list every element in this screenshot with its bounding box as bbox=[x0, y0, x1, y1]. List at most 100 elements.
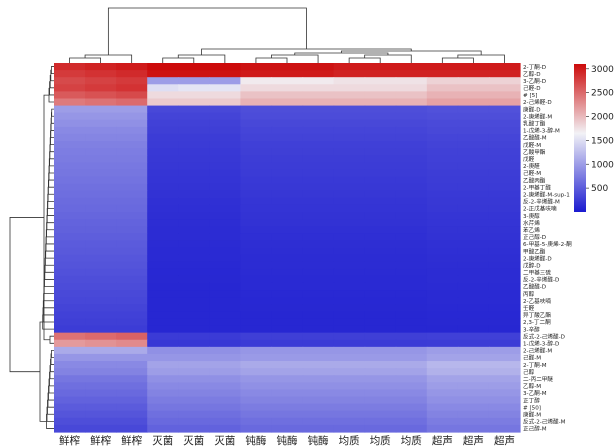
heatmap-cell bbox=[147, 282, 179, 291]
heatmap-cell bbox=[209, 389, 241, 398]
heatmap-cell bbox=[54, 190, 86, 199]
heatmap-cell bbox=[147, 162, 179, 171]
heatmap-cell bbox=[85, 275, 117, 284]
heatmap-cell bbox=[147, 183, 179, 192]
heatmap-cell bbox=[395, 141, 428, 149]
heatmap-cell bbox=[302, 247, 335, 256]
heatmap-cell bbox=[85, 247, 117, 256]
heatmap-cell bbox=[209, 396, 241, 405]
heatmap-cell bbox=[85, 346, 117, 355]
heatmap-cell bbox=[426, 169, 459, 178]
heatmap-cell bbox=[271, 410, 304, 419]
heatmap-cell bbox=[178, 282, 210, 291]
heatmap-cell bbox=[240, 290, 273, 298]
heatmap-cell bbox=[85, 169, 117, 178]
heatmap-cell bbox=[271, 204, 304, 213]
heatmap-cell bbox=[271, 318, 304, 327]
column-label: 鲜榨 bbox=[121, 434, 142, 447]
heatmap-cell bbox=[209, 183, 241, 192]
dendrogram-link bbox=[51, 66, 54, 75]
row-label: 壬醛 bbox=[523, 304, 535, 312]
heatmap-cell bbox=[364, 105, 397, 114]
heatmap-cell bbox=[240, 275, 273, 284]
column-label: 钝酶 bbox=[245, 434, 266, 447]
heatmap-cell bbox=[85, 105, 117, 114]
heatmap-cell bbox=[54, 275, 86, 284]
heatmap-cell bbox=[364, 396, 397, 405]
dendrogram-link bbox=[177, 54, 226, 63]
heatmap-cell bbox=[54, 176, 86, 185]
heatmap-cell bbox=[85, 98, 117, 107]
heatmap-cell bbox=[395, 70, 428, 78]
heatmap-cell bbox=[302, 403, 335, 412]
heatmap-cell bbox=[333, 70, 366, 78]
heatmap-cell bbox=[240, 219, 273, 227]
heatmap-cell bbox=[364, 382, 397, 391]
heatmap-cell bbox=[209, 311, 241, 320]
heatmap-cell bbox=[209, 84, 241, 92]
row-label: 乙酸醛-M bbox=[523, 134, 547, 142]
heatmap-cell bbox=[333, 346, 366, 355]
heatmap-cell bbox=[395, 247, 428, 256]
heatmap-cell bbox=[85, 70, 117, 78]
heatmap-cell bbox=[85, 91, 117, 100]
heatmap-cell bbox=[147, 424, 179, 433]
heatmap-cell bbox=[395, 396, 428, 405]
heatmap-cell bbox=[240, 233, 273, 242]
heatmap-cell bbox=[426, 77, 459, 85]
heatmap-cell bbox=[426, 98, 459, 107]
heatmap-cell bbox=[395, 112, 428, 121]
heatmap-cell bbox=[488, 325, 521, 334]
heatmap-cell bbox=[54, 261, 86, 270]
heatmap-cell bbox=[302, 77, 335, 85]
heatmap-cell bbox=[116, 282, 148, 291]
heatmap-cell bbox=[178, 290, 210, 298]
row-label: 乙醇-D bbox=[523, 70, 541, 78]
heatmap-cell bbox=[457, 133, 490, 142]
heatmap-cell bbox=[178, 162, 210, 171]
heatmap-cell bbox=[240, 339, 273, 348]
heatmap-cell bbox=[364, 290, 397, 298]
heatmap-cell bbox=[364, 268, 397, 277]
heatmap-cell bbox=[178, 297, 210, 305]
heatmap-cell bbox=[457, 361, 490, 369]
heatmap-cell bbox=[488, 63, 521, 71]
heatmap-cell bbox=[333, 133, 366, 142]
heatmap-cell bbox=[395, 176, 428, 185]
heatmap-cell bbox=[395, 368, 428, 376]
heatmap-cell bbox=[302, 204, 335, 213]
row-label: 反式-2-己烯醛-D bbox=[523, 332, 565, 340]
column-label: 鲜榨 bbox=[90, 434, 111, 447]
heatmap-cell bbox=[333, 176, 366, 185]
heatmap-cell bbox=[488, 318, 521, 327]
heatmap-cell bbox=[364, 254, 397, 263]
heatmap-cell bbox=[426, 311, 459, 320]
heatmap-cell bbox=[54, 346, 86, 355]
heatmap-cell bbox=[178, 410, 210, 419]
heatmap-cell bbox=[426, 141, 459, 149]
heatmap-cell bbox=[178, 240, 210, 249]
heatmap-cell bbox=[178, 148, 210, 156]
heatmap-cell bbox=[488, 155, 521, 163]
heatmap-cell bbox=[364, 190, 397, 199]
heatmap-cell bbox=[488, 353, 521, 362]
heatmap-cell bbox=[426, 155, 459, 163]
heatmap-cell bbox=[302, 91, 335, 100]
heatmap-cell bbox=[209, 155, 241, 163]
heatmap-cell bbox=[147, 141, 179, 149]
heatmap-cell bbox=[333, 424, 366, 433]
heatmap-cell bbox=[426, 247, 459, 256]
heatmap-cell bbox=[364, 212, 397, 220]
heatmap-cell bbox=[85, 197, 117, 206]
heatmap-cell bbox=[364, 91, 397, 100]
heatmap-cell bbox=[426, 190, 459, 199]
heatmap-cell bbox=[271, 389, 304, 398]
heatmap-cell bbox=[333, 353, 366, 362]
dendrogram-link bbox=[9, 217, 44, 373]
heatmap-cell bbox=[426, 346, 459, 355]
column-label: 均质 bbox=[370, 435, 391, 447]
heatmap-cell bbox=[54, 297, 86, 305]
heatmap-cell bbox=[364, 233, 397, 242]
heatmap-cell bbox=[240, 112, 273, 121]
heatmap-cell bbox=[395, 268, 428, 277]
